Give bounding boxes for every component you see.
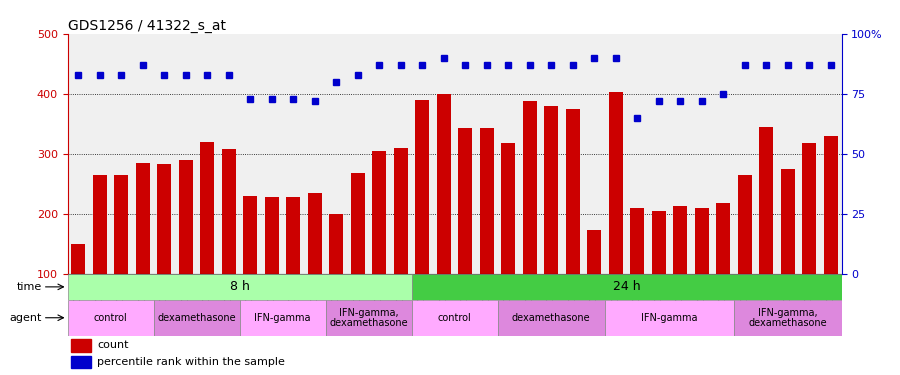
Bar xyxy=(436,94,451,334)
Bar xyxy=(501,143,515,334)
Text: count: count xyxy=(97,340,129,350)
Bar xyxy=(68,274,411,300)
Bar xyxy=(695,208,708,334)
Bar xyxy=(201,142,214,334)
Text: IFN-gamma,
dexamethasone: IFN-gamma, dexamethasone xyxy=(329,308,408,328)
Bar xyxy=(608,92,623,334)
Text: control: control xyxy=(437,313,472,323)
Bar xyxy=(286,197,301,334)
Bar xyxy=(71,244,86,334)
Bar xyxy=(498,300,605,336)
Bar xyxy=(588,230,601,334)
Text: IFN-gamma: IFN-gamma xyxy=(641,313,698,323)
Text: agent: agent xyxy=(9,313,41,323)
Bar xyxy=(566,109,580,334)
Bar xyxy=(114,175,128,334)
Text: dexamethasone: dexamethasone xyxy=(512,313,590,323)
Bar xyxy=(411,274,842,300)
Bar xyxy=(154,300,239,336)
Bar xyxy=(71,339,91,352)
Bar xyxy=(411,300,498,336)
Bar xyxy=(373,151,386,334)
Bar xyxy=(605,300,734,336)
Text: control: control xyxy=(94,313,128,323)
Text: dexamethasone: dexamethasone xyxy=(158,313,236,323)
Bar xyxy=(802,143,816,334)
Bar xyxy=(221,149,236,334)
Text: percentile rank within the sample: percentile rank within the sample xyxy=(97,357,284,367)
Bar xyxy=(824,136,838,334)
Bar xyxy=(652,211,666,334)
Bar xyxy=(68,300,154,336)
Bar xyxy=(738,175,752,334)
Bar xyxy=(179,160,193,334)
Bar xyxy=(523,101,536,334)
Text: 24 h: 24 h xyxy=(613,280,640,293)
Bar xyxy=(630,208,644,334)
Text: IFN-gamma,
dexamethasone: IFN-gamma, dexamethasone xyxy=(749,308,827,328)
Bar xyxy=(239,300,326,336)
Bar xyxy=(480,128,494,334)
Bar xyxy=(308,193,321,334)
Bar xyxy=(734,300,842,336)
Bar xyxy=(326,300,411,336)
Bar xyxy=(265,197,279,334)
Bar xyxy=(136,163,149,334)
Bar xyxy=(351,173,364,334)
Text: GDS1256 / 41322_s_at: GDS1256 / 41322_s_at xyxy=(68,19,226,33)
Bar xyxy=(458,128,473,334)
Bar xyxy=(716,203,730,334)
Bar xyxy=(394,148,408,334)
Bar xyxy=(71,356,91,368)
Bar xyxy=(760,127,773,334)
Bar xyxy=(329,214,343,334)
Bar xyxy=(544,106,558,334)
Bar xyxy=(781,169,795,334)
Text: time: time xyxy=(16,282,41,292)
Bar xyxy=(243,196,257,334)
Bar xyxy=(673,206,688,334)
Bar xyxy=(158,164,171,334)
Text: 8 h: 8 h xyxy=(230,280,249,293)
Bar xyxy=(415,100,429,334)
Bar xyxy=(93,175,107,334)
Text: IFN-gamma: IFN-gamma xyxy=(254,313,310,323)
